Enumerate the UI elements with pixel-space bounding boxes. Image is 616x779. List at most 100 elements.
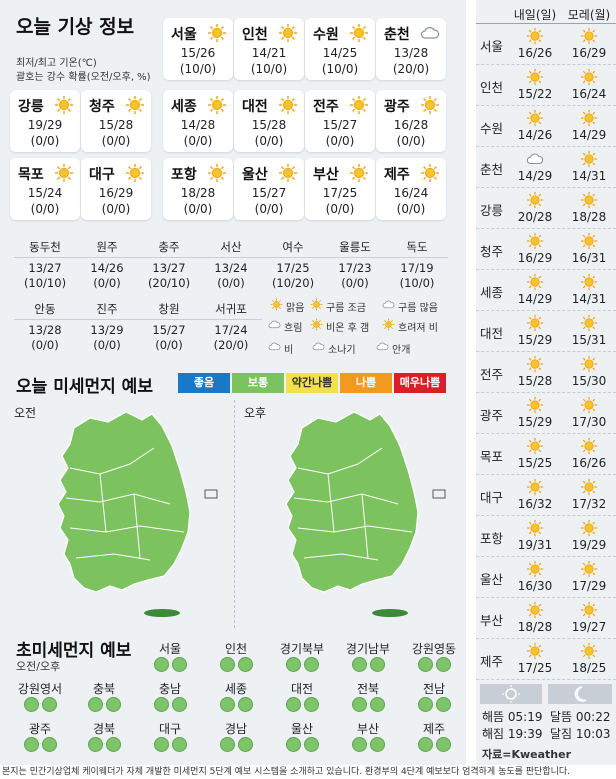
city-card: 수원 14/25 (10/0) [305, 18, 375, 80]
pm25-region-label: 전남 [422, 682, 446, 696]
pm25-region-label: 부산 [356, 722, 380, 736]
city-prob: (0/0) [183, 202, 213, 216]
forecast-day1-temp: 16/30 [517, 579, 553, 593]
city-name: 전주 [313, 99, 339, 115]
small-city-prob: (0/0) [217, 276, 245, 290]
pm25-dot-pm [237, 697, 253, 712]
pm25-dot-am [285, 657, 301, 672]
small-city: 독도 17/19 (10/0) [386, 240, 448, 291]
city-prob: (0/0) [30, 134, 60, 148]
pm25-dot-am [219, 657, 235, 672]
pm25-dot-am [351, 697, 367, 712]
pm25-dot-am [351, 657, 367, 672]
small-city-prob: (10/20) [271, 276, 315, 290]
temp-note: 최저/최고 기온(℃) [16, 58, 97, 69]
forecast-header-day1: 내일(일) [513, 8, 557, 22]
forecast-city: 제주 [480, 654, 504, 669]
pm25-indicator-pair [404, 697, 464, 712]
sun-icon [580, 314, 598, 332]
pm25-dot-pm [171, 657, 187, 672]
forecast-day1: 15/28 [508, 354, 562, 392]
sun-icon [580, 437, 598, 455]
pm25-indicator-pair [272, 657, 332, 672]
forecast-day1: 20/28 [508, 190, 562, 228]
small-city-prob: (0/0) [31, 338, 59, 352]
weather-legend-label: 흐려져 비 [398, 322, 438, 334]
city-card: 울산 15/27 (0/0) [234, 158, 304, 220]
city-prob: (0/0) [254, 134, 284, 148]
pm25-dot-pm [237, 737, 253, 752]
small-city: 울릉도 17/23 (0/0) [324, 240, 386, 291]
pm25-region-label: 세종 [224, 682, 248, 696]
footer-note: 본지는 민간기상업체 케이웨더가 자체 개발한 미세먼지 5단계 예보 시스템을… [2, 767, 571, 777]
city-prob: (0/0) [101, 202, 131, 216]
forecast-row: 수원 14/26 14/29 [476, 106, 616, 147]
pm25-indicator-pair [206, 697, 266, 712]
city-card: 청주 15/28 (0/0) [81, 90, 151, 152]
sun-icon [580, 232, 598, 250]
pm25-dot-am [417, 657, 433, 672]
small-city-prob: (10/10) [23, 276, 67, 290]
pm25-dot-pm [435, 697, 451, 712]
weather-legend-icon [312, 340, 325, 356]
dust-level-badge: 매우나쁨 [394, 373, 446, 393]
dust-level-badge: 약간나쁨 [286, 373, 338, 393]
pm25-region-label: 경북 [92, 722, 116, 736]
forecast-day2: 16/26 [562, 436, 616, 474]
pm25-dot-am [153, 737, 169, 752]
sun-icon [526, 642, 544, 660]
small-city-temp: 17/24 [214, 323, 248, 337]
pm25-dot-am [285, 737, 301, 752]
small-city-prob: (20/10) [147, 276, 191, 290]
pm25-sub: 오전/오후 [16, 660, 61, 673]
forecast-day2: 15/30 [562, 354, 616, 392]
sun-icon [526, 232, 544, 250]
forecast-day2-temp: 17/32 [571, 497, 607, 511]
forecast-day1: 18/28 [508, 600, 562, 638]
dust-level-badge: 나쁨 [340, 373, 392, 393]
pm25-dot-am [417, 697, 433, 712]
moon-icon [574, 686, 587, 702]
pm25-region-label: 광주 [28, 722, 52, 736]
forecast-city: 광주 [480, 408, 504, 423]
pm25-indicator-pair [404, 737, 464, 752]
pm25-region-label: 전북 [356, 682, 380, 696]
forecast-day2-temp: 18/25 [571, 661, 607, 675]
forecast-day2-temp: 17/30 [571, 415, 607, 429]
pm25-region-label: 강원영동 [411, 642, 457, 656]
weather-legend-item: 비온 후 갬 [310, 318, 369, 334]
forecast-day2: 16/29 [562, 26, 616, 64]
forecast-header-line [476, 23, 616, 24]
forecast-day1-temp: 15/29 [517, 415, 553, 429]
small-city-temp: 13/27 [152, 261, 186, 275]
forecast-day2-temp: 14/31 [571, 169, 607, 183]
pm25-region-label: 제주 [422, 722, 446, 736]
moonset: 달짐 10:03 [550, 727, 611, 741]
city-temp: 18/28 [180, 186, 216, 200]
pm25-region-label: 강원영서 [17, 682, 63, 696]
pm25-dot-pm [41, 697, 57, 712]
forecast-day2: 14/31 [562, 272, 616, 310]
sun-icon-box [480, 684, 542, 704]
pm25-dot-am [23, 697, 39, 712]
dust-level-badge: 좋음 [178, 373, 230, 393]
small-city: 서산 13/24 (0/0) [200, 240, 262, 291]
page-title: 오늘 기상 정보 [16, 16, 135, 38]
pm25-dot-pm [435, 657, 451, 672]
moon-icon-box [548, 684, 612, 704]
forecast-day1: 15/22 [508, 67, 562, 105]
city-name: 강릉 [18, 99, 44, 115]
sun-icon [526, 68, 544, 86]
small-city-temp: 13/28 [28, 323, 62, 337]
forecast-row: 울산 16/30 17/29 [476, 557, 616, 598]
city-temp: 16/28 [393, 118, 429, 132]
pm25-region-label: 충남 [158, 682, 182, 696]
city-card: 춘천 13/28 (20/0) [376, 18, 446, 80]
pm25-dot-am [285, 697, 301, 712]
city-card: 인천 14/21 (10/0) [234, 18, 304, 80]
small-city: 충주 13/27 (20/10) [138, 240, 200, 291]
weather-legend-label: 비 [284, 344, 294, 356]
small-city-prob: (20/0) [213, 338, 249, 352]
pm25-indicator-pair [272, 697, 332, 712]
forecast-row: 춘천 14/29 14/31 [476, 147, 616, 188]
